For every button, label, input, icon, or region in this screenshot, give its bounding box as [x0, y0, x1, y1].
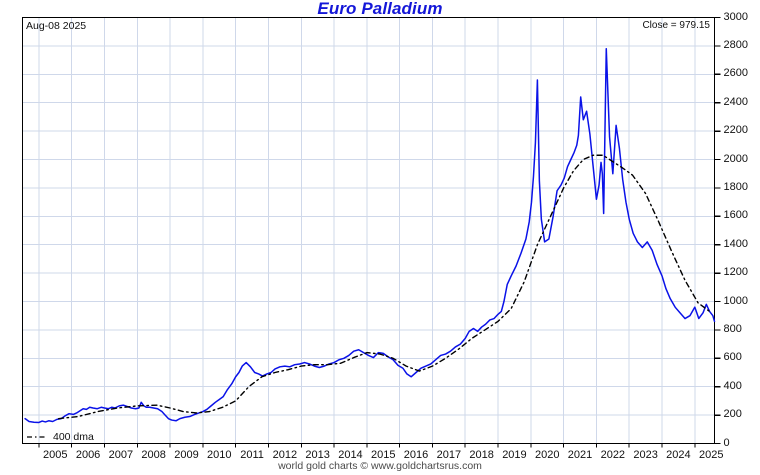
- y-axis-tick-label: 200: [723, 408, 742, 421]
- x-axis-tick-label: 2021: [567, 448, 593, 461]
- x-axis-tick-label: 2023: [633, 448, 658, 461]
- x-axis-tick-label: 2016: [403, 448, 429, 461]
- dma-line: [57, 154, 711, 420]
- axis-tickmarks: [38, 16, 721, 448]
- close-value-label: Close = 979.15: [642, 20, 710, 31]
- y-axis-tick-label: 2400: [723, 95, 748, 108]
- y-axis-tick-label: 2200: [723, 124, 748, 137]
- y-axis-tick-label: 1200: [723, 266, 748, 279]
- x-axis-tick-label: 2010: [207, 448, 232, 461]
- y-axis-tick-label: 1600: [723, 209, 748, 222]
- y-axis-tick-label: 1400: [723, 237, 748, 250]
- y-axis-tick-label: 0: [723, 436, 730, 449]
- gridlines: [22, 17, 715, 444]
- x-axis-tick-label: 2024: [666, 448, 691, 461]
- x-axis-tick-label: 2019: [502, 448, 527, 461]
- x-axis-tick-label: 2017: [436, 448, 462, 461]
- x-axis-tick-label: 2007: [108, 448, 134, 461]
- page-title: Euro Palladium: [317, 0, 443, 18]
- footer-credit: world gold charts © www.goldchartsrus.co…: [278, 460, 482, 472]
- y-axis-tick-label: 800: [723, 322, 742, 335]
- price-line: [24, 47, 716, 424]
- x-axis-tick-label: 2009: [174, 448, 199, 461]
- y-axis-tick-label: 2000: [723, 152, 748, 165]
- x-axis-tick-label: 2008: [141, 448, 166, 461]
- y-axis-tick-label: 2800: [723, 38, 748, 51]
- x-axis-tick-label: 2014: [338, 448, 363, 461]
- x-axis-tick-label: 2005: [43, 448, 68, 461]
- y-axis-tick-label: 1000: [723, 294, 748, 307]
- x-axis-tick-label: 2012: [272, 448, 298, 461]
- data-series-layer: [24, 47, 716, 424]
- x-axis-tick-label: 2013: [305, 448, 330, 461]
- plot-border: [21, 16, 716, 445]
- x-axis-tick-label: 2020: [534, 448, 560, 461]
- y-axis-tick-label: 400: [723, 379, 742, 392]
- legend-label-dma: 400 dma: [53, 431, 94, 443]
- y-axis-tick-label: 600: [723, 351, 742, 364]
- legend: 400 dma: [26, 431, 94, 443]
- dash-dot-line-icon: [27, 436, 47, 438]
- x-axis-tick-label: 2025: [698, 448, 724, 461]
- x-axis-tick-label: 2022: [600, 448, 626, 461]
- x-axis-tick-label: 2018: [469, 448, 494, 461]
- x-axis-tick-label: 2006: [75, 448, 101, 461]
- date-stamp: Aug-08 2025: [26, 20, 87, 32]
- x-axis-tick-label: 2011: [240, 448, 264, 461]
- y-axis-tick-label: 3000: [723, 10, 748, 23]
- x-axis-tick-label: 2015: [371, 448, 396, 461]
- y-axis-tick-label: 2600: [723, 67, 748, 80]
- y-axis-tick-label: 1800: [723, 180, 748, 193]
